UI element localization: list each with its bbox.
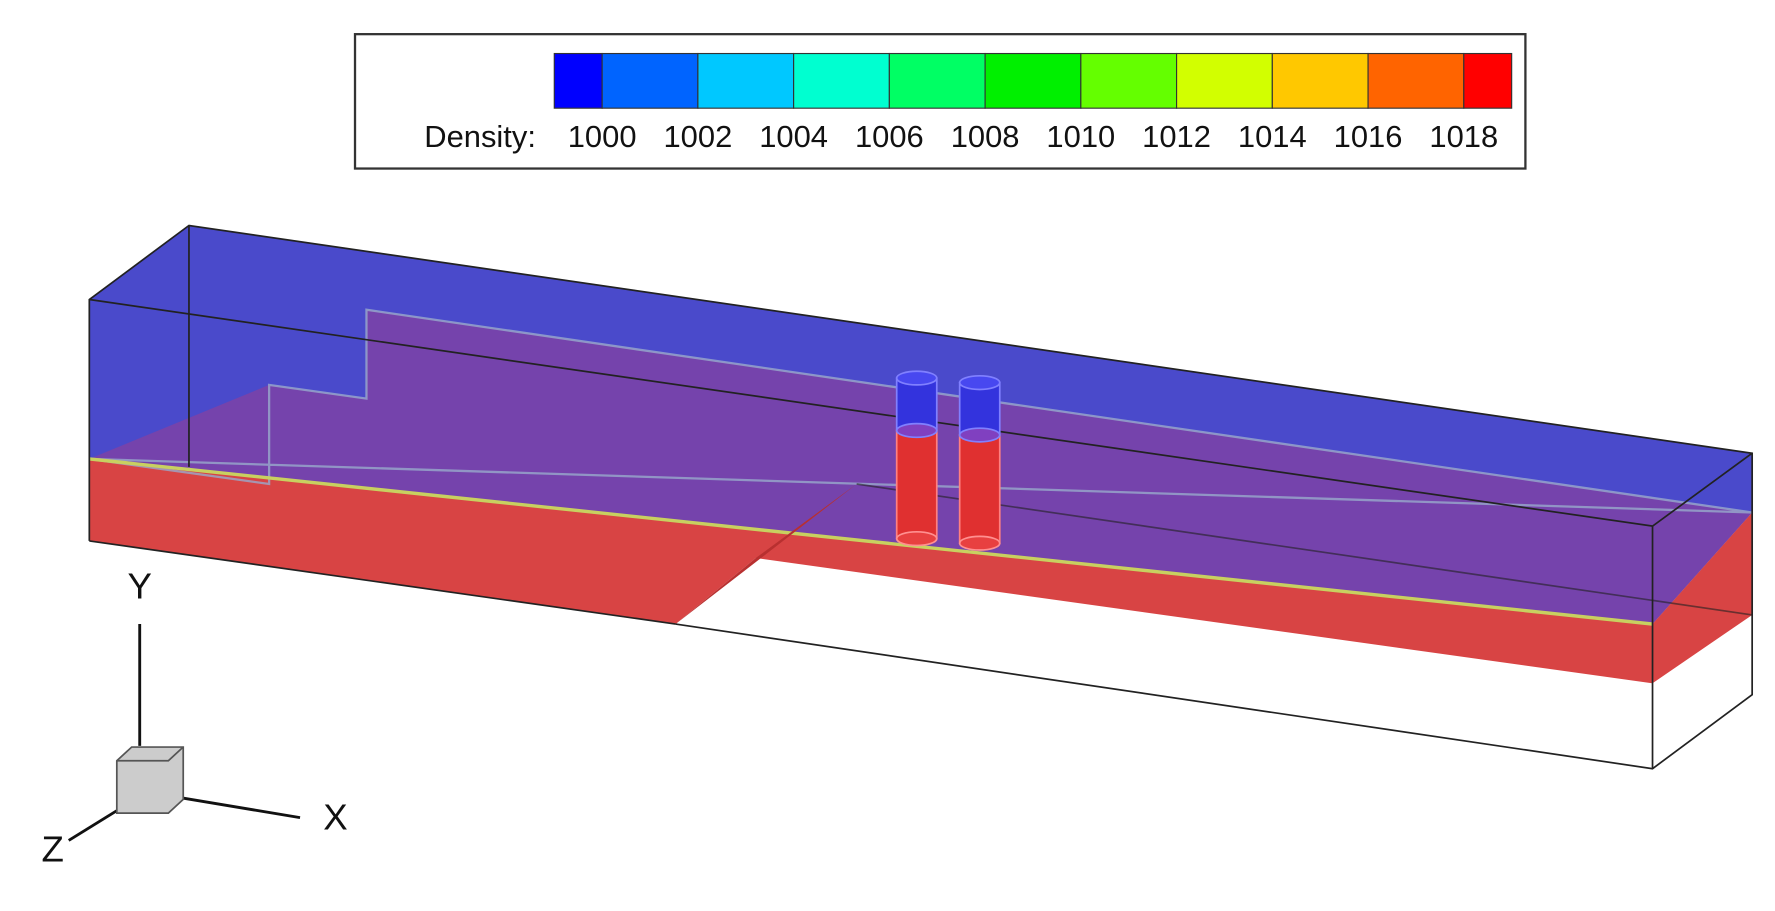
colorbar-segment xyxy=(1367,52,1465,109)
colorbar-tick-label: 1004 xyxy=(759,119,828,154)
colorbar-segment xyxy=(793,52,890,109)
colorbar-segment xyxy=(1271,52,1369,109)
colorbar-tick-label: 1010 xyxy=(1046,119,1115,154)
colorbar-segment xyxy=(1463,52,1513,109)
colorbar-tick-label: 1006 xyxy=(855,119,924,154)
colorbar-tick-label: 1018 xyxy=(1429,119,1498,154)
axis-label-x: X xyxy=(323,797,347,838)
colorbar-tick-label: 1016 xyxy=(1334,119,1403,154)
axis-label-y: Y xyxy=(127,565,151,606)
lower-layer xyxy=(89,458,1753,684)
colorbar-segment xyxy=(1176,52,1273,109)
legend-title: Density: xyxy=(424,119,536,154)
axis-label-z: Z xyxy=(41,829,63,870)
colorbar-segment xyxy=(1080,52,1178,109)
colorbar-tick-label: 1012 xyxy=(1142,119,1211,154)
axis-triad xyxy=(67,624,301,842)
colorbar-segment xyxy=(601,52,699,109)
colorbar-tick-label: 1014 xyxy=(1238,119,1307,154)
colorbar: 1000 1002 1004 1006 1008 1010 1012 1014 1016 1018 xyxy=(553,52,1513,154)
scene: 1000 1002 1004 1006 1008 1010 1012 1014 1016 1018… xyxy=(41,33,1754,870)
interface-front xyxy=(89,457,1653,626)
colorbar-segment xyxy=(697,52,795,109)
slope xyxy=(675,483,857,625)
colorbar-tick-label: 1002 xyxy=(663,119,732,154)
colorbar-tick-label: 1008 xyxy=(951,119,1020,154)
cylinders xyxy=(895,370,1001,551)
colorbar-tick-label: 1000 xyxy=(568,119,637,154)
colorbar-segment xyxy=(984,52,1082,109)
domain-outline xyxy=(88,224,1754,770)
colorbar-segment xyxy=(888,52,986,109)
colorbar-segment xyxy=(553,52,603,109)
